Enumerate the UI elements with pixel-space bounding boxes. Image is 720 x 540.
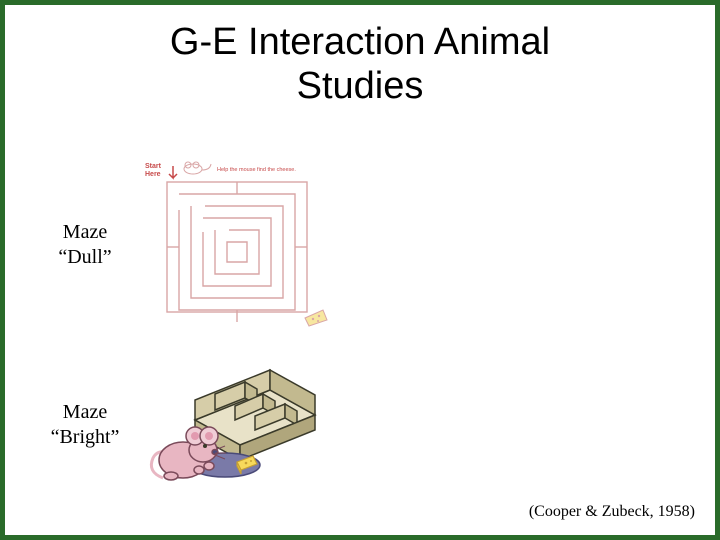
maze-3d-icon <box>145 360 320 490</box>
label-dull-line1: Maze <box>63 221 107 243</box>
row-dull: Maze “Dull” Start Here Help the mouse fi… <box>35 160 345 330</box>
svg-text:Here: Here <box>145 171 161 178</box>
svg-text:Help the mouse find the cheese: Help the mouse find the cheese. <box>217 167 296 173</box>
svg-text:Start: Start <box>145 163 162 170</box>
citation: (Cooper & Zubeck, 1958) <box>529 503 695 521</box>
maze-flat-graphic: Start Here Help the mouse find the chees… <box>145 160 345 330</box>
label-bright: Maze “Bright” <box>35 400 135 450</box>
title-line-2: Studies <box>297 65 424 107</box>
page-title: G-E Interaction Animal Studies <box>5 21 715 108</box>
label-bright-line2: “Bright” <box>51 426 120 448</box>
label-bright-line1: Maze <box>63 401 107 423</box>
maze-3d-graphic <box>145 360 320 490</box>
row-bright: Maze “Bright” <box>35 360 320 490</box>
label-dull: Maze “Dull” <box>35 220 135 270</box>
maze-flat-icon: Start Here Help the mouse find the chees… <box>145 160 345 330</box>
label-dull-line2: “Dull” <box>58 246 111 268</box>
slide-frame: G-E Interaction Animal Studies Maze “Dul… <box>0 0 720 540</box>
title-line-1: G-E Interaction Animal <box>170 21 550 63</box>
